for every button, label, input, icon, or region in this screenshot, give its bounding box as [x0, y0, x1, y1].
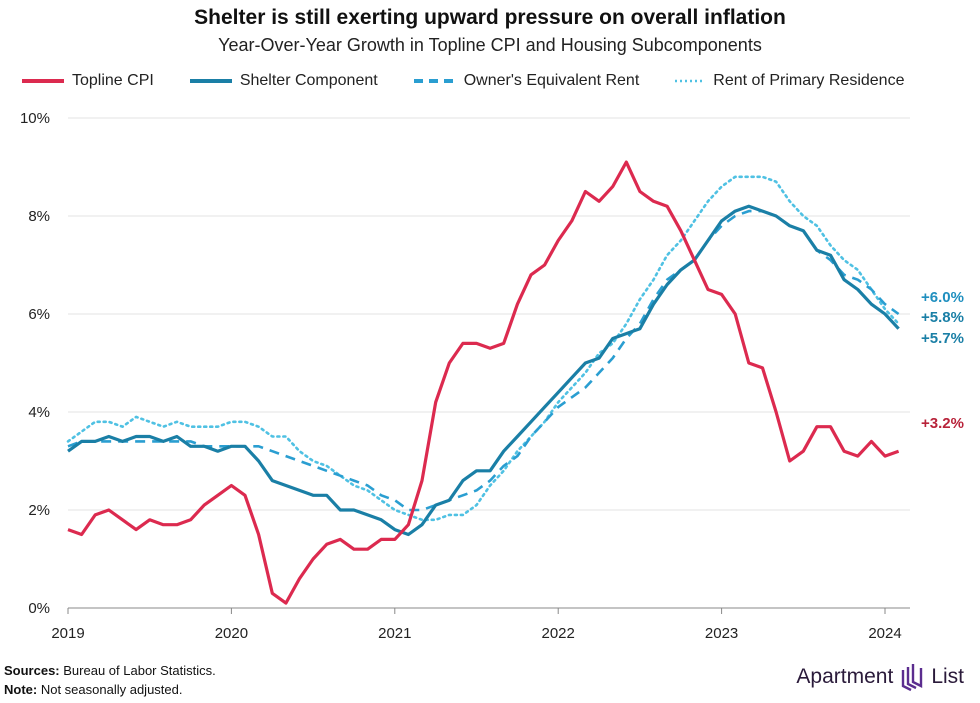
note-text: Not seasonally adjusted.: [40, 682, 183, 697]
end-label: +5.8%: [921, 309, 964, 326]
legend-label: Shelter Component: [239, 72, 378, 89]
logo-text-list: List: [931, 665, 964, 688]
logo-text-apartment: Apartment: [796, 665, 894, 688]
legend-item: Rent of Primary Residence: [673, 72, 904, 90]
x-tick-label: 2023: [705, 625, 738, 642]
chart-subtitle: Year-Over-Year Growth in Topline CPI and…: [218, 35, 762, 55]
sources-text: Bureau of Labor Statistics.: [63, 663, 216, 678]
series-line-rent-of-primary-residence: [66, 175, 900, 522]
series-line-shelter-component: [67, 204, 900, 537]
chart-title: Shelter is still exerting upward pressur…: [194, 6, 786, 29]
y-tick-label: 8%: [28, 208, 50, 225]
apartment-list-logo: Apartment List: [796, 662, 964, 692]
y-tick-label: 10%: [20, 110, 50, 127]
x-tick-label: 2021: [378, 625, 411, 642]
legend-item: Topline CPI: [20, 72, 154, 90]
note-line: Note: Not seasonally adjusted.: [4, 680, 216, 699]
series-line-topline-cpi: [67, 160, 900, 605]
footer: Sources: Bureau of Labor Statistics. Not…: [4, 661, 216, 699]
legend: Topline CPI Shelter Component Owner's Equi…: [20, 72, 904, 90]
end-label: +6.0%: [921, 289, 964, 306]
legend-label: Rent of Primary Residence: [713, 72, 905, 89]
legend-swatch: [189, 79, 232, 83]
legend-swatch: [413, 79, 456, 83]
y-tick-label: 4%: [28, 404, 50, 421]
y-tick-label: 0%: [28, 600, 50, 617]
legend-swatch: [22, 79, 64, 83]
y-tick-label: 2%: [28, 502, 50, 519]
legend-label: Owner's Equivalent Rent: [463, 72, 640, 89]
end-label: +3.2%: [921, 415, 964, 432]
legend-label: Topline CPI: [72, 72, 154, 89]
sources-line: Sources: Bureau of Labor Statistics.: [4, 661, 216, 680]
x-tick-label: 2019: [51, 625, 84, 642]
legend-swatch: [675, 79, 706, 83]
x-tick-label: 2020: [215, 625, 248, 642]
y-tick-label: 6%: [28, 306, 50, 323]
sources-label: Sources:: [4, 663, 60, 678]
legend-item: Owner's Equivalent Rent: [412, 72, 640, 90]
x-tick-label: 2022: [542, 625, 575, 642]
x-tick-label: 2024: [868, 625, 901, 642]
series-line-owner-s-equivalent-rent: [67, 209, 900, 512]
logo-mark-icon: [902, 664, 923, 692]
legend-item: Shelter Component: [188, 72, 378, 90]
note-label: Note:: [4, 682, 38, 697]
end-label: +5.7%: [921, 330, 964, 347]
